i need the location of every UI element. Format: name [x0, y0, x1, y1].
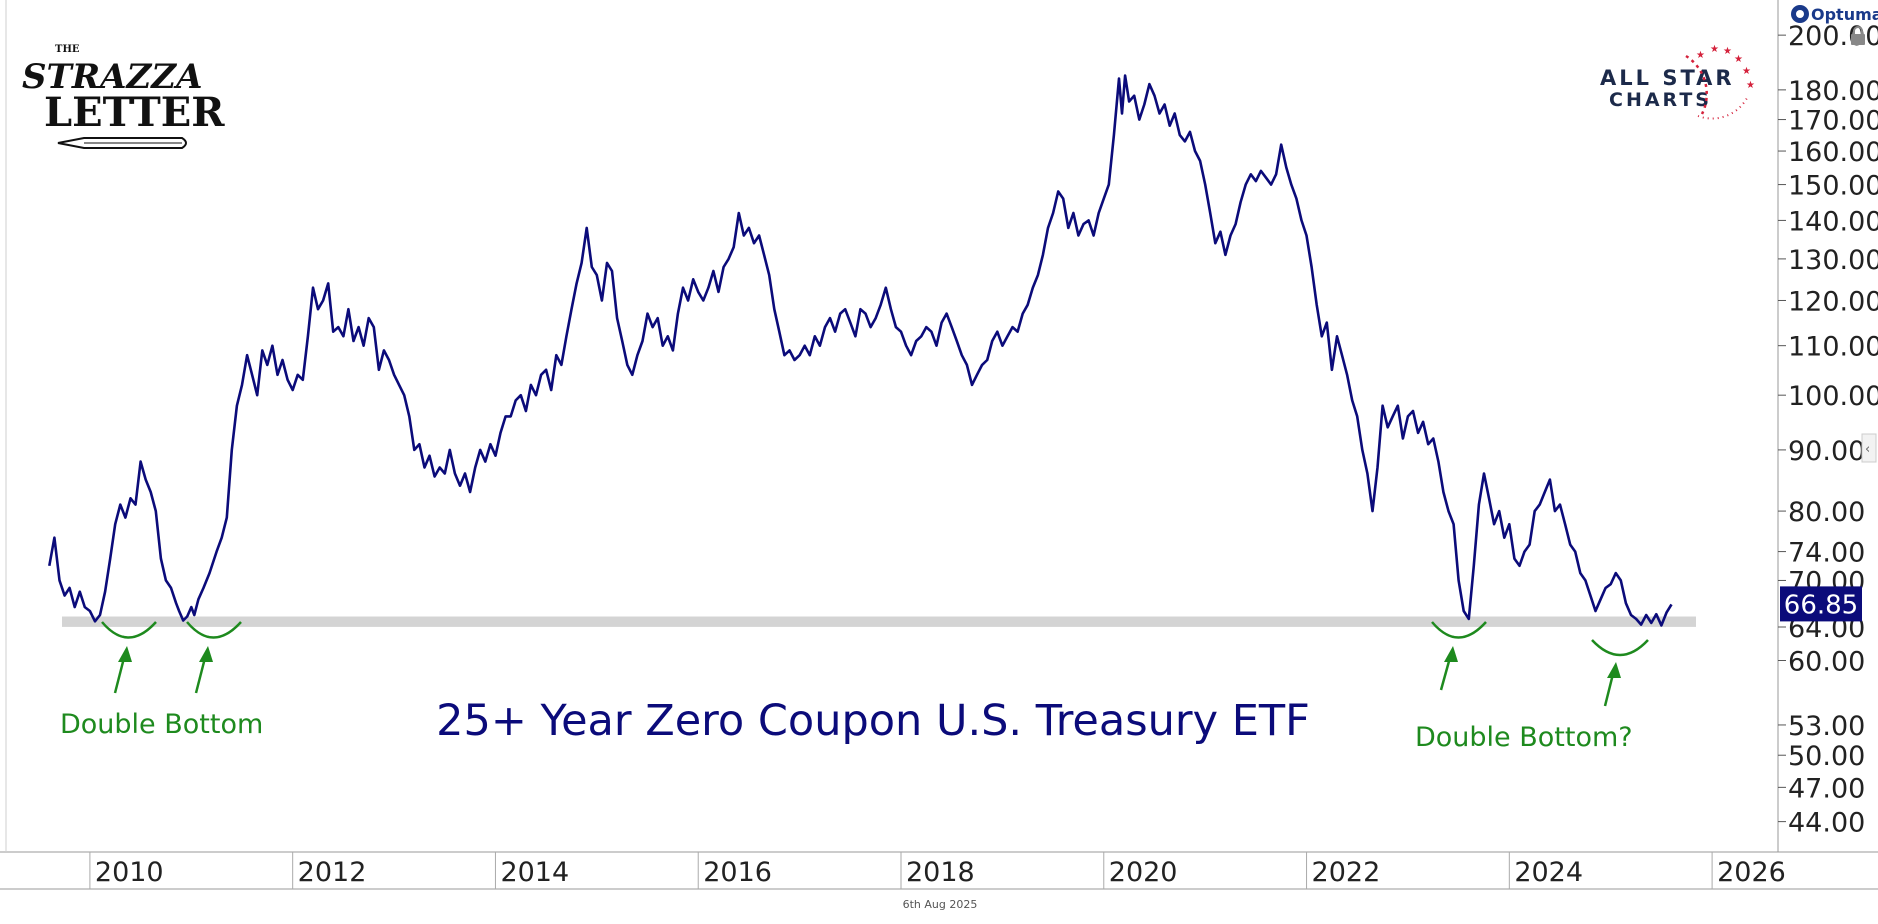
x-tick-label: 2022	[1312, 857, 1381, 888]
y-tick-label: 110.00	[1788, 332, 1878, 363]
lock-icon[interactable]	[1851, 26, 1865, 45]
last-value-badge: 66.85	[1780, 586, 1862, 622]
y-tick-label: 44.00	[1788, 808, 1865, 839]
annotation-double-bottom-question: Double Bottom?	[1415, 722, 1633, 753]
x-axis: 2010 2012 2014 2016 2018 2020 2022 2024 2026	[89, 852, 1786, 889]
star-icon-5: ★	[1742, 66, 1751, 77]
y-tick-label: 180.00	[1788, 76, 1878, 107]
chevron-left-icon: ‹	[1865, 442, 1870, 457]
price-line	[48, 74, 1673, 627]
x-tick-label: 2016	[703, 857, 772, 888]
y-tick-label: 150.00	[1788, 171, 1878, 202]
y-tick-label: 74.00	[1788, 538, 1865, 569]
annotation-double-bottom: Double Bottom	[60, 709, 263, 740]
arrow-head-3	[1444, 646, 1458, 662]
y-tick-label: 50.00	[1788, 741, 1865, 772]
bottom-marker-arc-4	[1591, 639, 1649, 657]
star-arc	[1685, 54, 1708, 115]
x-tick-label: 2018	[906, 857, 975, 888]
y-tick-label: 90.00	[1788, 436, 1865, 467]
bottom-marker-arc-3	[1431, 621, 1487, 639]
allstar-line2: CHARTS	[1609, 89, 1712, 111]
double-bottom-right: Double Bottom?	[1415, 621, 1649, 753]
x-tick-label: 2024	[1514, 857, 1583, 888]
y-tick-label: 53.00	[1788, 711, 1865, 742]
strazza-letter-logo: THE STRAZZA LETTER	[22, 44, 225, 149]
date-stamp: 6th Aug 2025	[903, 898, 978, 911]
y-tick-label: 100.00	[1788, 381, 1878, 412]
y-tick-label: 60.00	[1788, 647, 1865, 678]
star-icon-4: ★	[1734, 54, 1743, 65]
y-tick-label: 80.00	[1788, 497, 1865, 528]
optuma-text: Optuma	[1811, 5, 1878, 24]
support-zone-band	[62, 616, 1696, 627]
last-value-text: 66.85	[1784, 590, 1858, 620]
all-star-charts-logo: ALL STAR CHARTS ★ ★ ★ ★ ★ ★	[1600, 44, 1755, 120]
chart-title: 25+ Year Zero Coupon U.S. Treasury ETF	[436, 696, 1310, 746]
star-icon-2: ★	[1710, 44, 1719, 55]
logo-text-strazza: STRAZZA	[22, 57, 203, 97]
x-tick-label: 2020	[1109, 857, 1178, 888]
bottom-marker-arc-1	[101, 621, 157, 639]
y-tick-label: 130.00	[1788, 245, 1878, 276]
optuma-badge: Optuma	[1791, 5, 1878, 24]
arrow-head-4	[1607, 662, 1621, 678]
logo-text-letter: LETTER	[44, 89, 225, 136]
arrow-head-1	[118, 646, 132, 662]
arrow-head-2	[199, 646, 213, 662]
y-tick-label: 140.00	[1788, 206, 1878, 237]
pen-icon	[57, 137, 187, 149]
y-axis: 200.00180.00170.00160.00150.00140.00130.…	[1778, 21, 1878, 839]
x-tick-label: 2014	[500, 857, 569, 888]
star-icon-3: ★	[1723, 46, 1732, 57]
x-tick-label: 2026	[1717, 857, 1786, 888]
x-tick-label: 2010	[95, 857, 164, 888]
star-icon-1: ★	[1696, 50, 1705, 61]
y-tick-label: 160.00	[1788, 137, 1878, 168]
panel-collapse-handle[interactable]: ‹	[1861, 433, 1877, 463]
bottom-marker-arc-2	[186, 621, 242, 639]
star-icon-6: ★	[1746, 80, 1755, 91]
double-bottom-left: Double Bottom	[60, 621, 263, 740]
logo-text-the: THE	[55, 44, 80, 55]
y-tick-label: 170.00	[1788, 106, 1878, 137]
y-tick-label: 120.00	[1788, 286, 1878, 317]
x-tick-label: 2012	[298, 857, 367, 888]
allstar-line1: ALL STAR	[1600, 66, 1735, 90]
y-tick-label: 47.00	[1788, 773, 1865, 804]
